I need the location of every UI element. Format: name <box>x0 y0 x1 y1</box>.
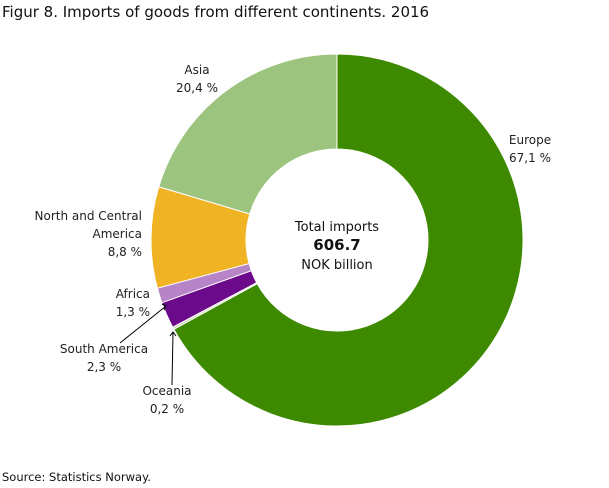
category-label: Africa <box>115 287 150 301</box>
slice <box>158 53 338 215</box>
value-label: 2,3 % <box>86 360 122 374</box>
slice-label: South America 2,3 % <box>54 340 154 376</box>
slice-label: Oceania 0,2 % <box>130 382 204 418</box>
center-value: 606.7 <box>313 236 360 254</box>
value-label: 1,3 % <box>115 305 150 319</box>
category-label: Asia <box>184 63 210 77</box>
pointer <box>119 305 167 344</box>
category-label: South America <box>59 342 149 356</box>
slices <box>150 53 524 427</box>
slice-label: Africa 1,3 % <box>90 285 150 321</box>
category-label: Oceania <box>142 384 192 398</box>
value-label: 8,8 % <box>107 245 142 259</box>
value-label: 20,4 % <box>176 81 218 95</box>
slice-label: Europe 67,1 % <box>490 131 570 167</box>
value-label: 0,2 % <box>149 402 185 416</box>
arrowhead <box>169 331 177 337</box>
source: Source: Statistics Norway. <box>2 470 151 484</box>
chart-title: Figur 8. Imports of goods from different… <box>2 3 430 21</box>
category-label: North and Central America <box>34 209 142 241</box>
arrowhead <box>161 303 167 311</box>
value-label: 67,1 % <box>509 151 551 165</box>
pointer <box>171 331 174 386</box>
slice-label: North and Central America 8,8 % <box>30 207 142 261</box>
category-label: Europe <box>508 133 552 147</box>
slice-label: Asia 20,4 % <box>160 61 234 97</box>
center-title: Total imports <box>294 220 379 235</box>
center-unit: NOK billion <box>301 258 373 273</box>
slice <box>173 53 524 427</box>
